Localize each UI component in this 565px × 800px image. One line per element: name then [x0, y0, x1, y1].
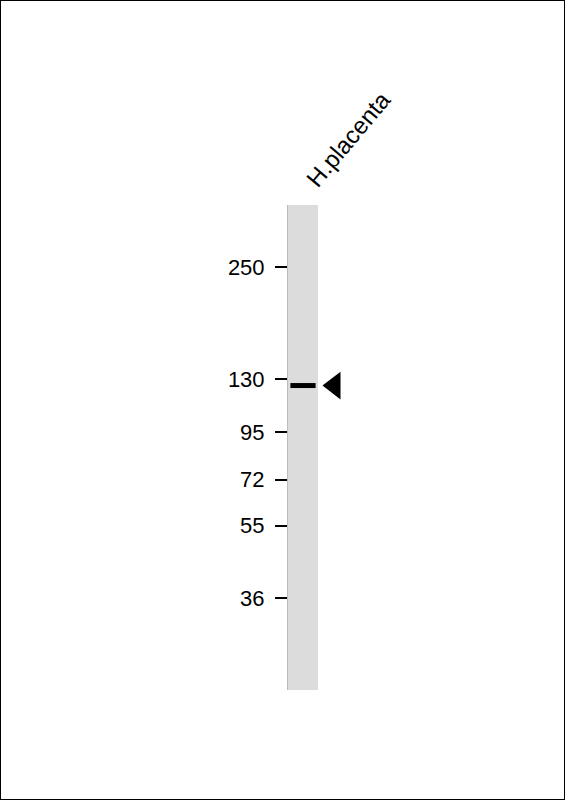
svg-text:H.placenta: H.placenta: [301, 86, 396, 192]
svg-text:36: 36: [240, 586, 264, 611]
svg-text:130: 130: [228, 367, 265, 392]
svg-text:95: 95: [240, 420, 264, 445]
svg-text:72: 72: [240, 467, 264, 492]
svg-text:250: 250: [228, 255, 265, 280]
svg-text:55: 55: [240, 513, 264, 538]
